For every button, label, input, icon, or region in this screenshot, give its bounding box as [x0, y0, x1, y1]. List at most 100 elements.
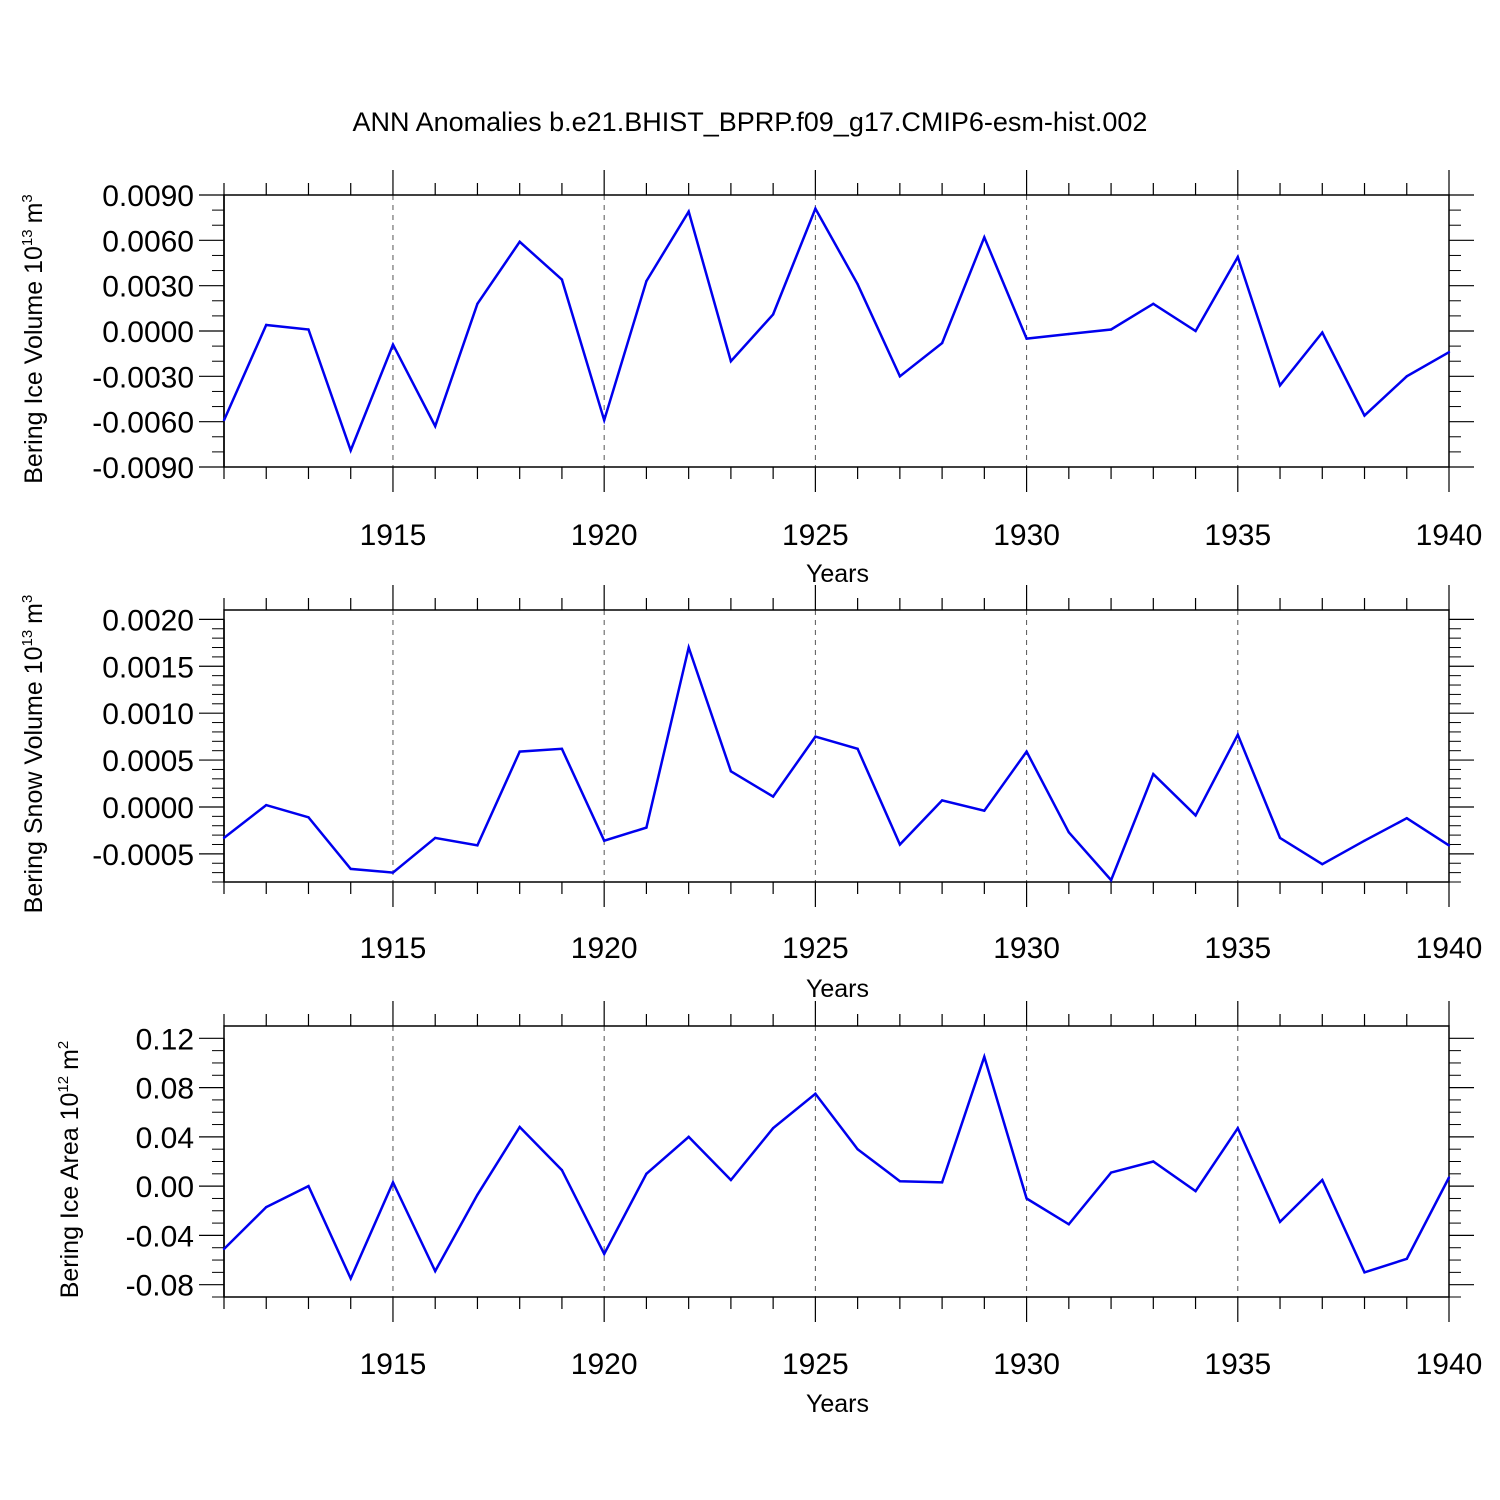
- x-tick-label: 1925: [782, 932, 849, 965]
- x-tick-label: 1930: [993, 519, 1060, 552]
- y-tick-label: -0.0030: [92, 361, 194, 394]
- data-point: [1025, 750, 1028, 753]
- x-tick-label: 1920: [571, 932, 638, 965]
- y-axis-title-text: Bering Snow Volume 10: [20, 647, 48, 914]
- y-tick-label: 0.0000: [102, 316, 194, 349]
- y-axis-title: Bering Ice Volume 1013 m3: [19, 194, 48, 484]
- data-point: [645, 279, 648, 283]
- data-point: [898, 843, 902, 846]
- y-axis-title-exponent: 13: [19, 229, 36, 246]
- data-point: [518, 1125, 521, 1129]
- y-axis-title-unit: m: [20, 603, 48, 624]
- y-axis-title-unit-exponent: 2: [55, 1041, 72, 1049]
- data-point: [1194, 329, 1197, 333]
- data-point: [1109, 878, 1113, 882]
- x-axis-title: Years: [806, 560, 869, 588]
- y-axis-title: Bering Ice Area 1012 m2: [55, 1041, 84, 1299]
- data-point: [476, 844, 479, 847]
- x-tick-label: 1935: [1204, 1348, 1271, 1381]
- x-tick-label: 1930: [993, 1348, 1060, 1381]
- data-point: [602, 1252, 606, 1256]
- y-tick-label: -0.0060: [92, 407, 194, 440]
- data-point: [687, 646, 690, 649]
- data-point: [602, 418, 606, 422]
- chart-title: ANN Anomalies b.e21.BHIST_BPRP.f09_g17.C…: [353, 107, 1148, 137]
- data-point: [391, 871, 395, 874]
- data-point: [1025, 337, 1028, 340]
- y-tick-label: 0.04: [136, 1122, 194, 1155]
- y-tick-label: -0.0005: [92, 839, 194, 872]
- y-tick-label: 0.0020: [102, 604, 194, 637]
- data-point: [518, 240, 521, 244]
- data-point: [349, 449, 352, 452]
- data-point: [940, 341, 944, 345]
- data-point: [687, 1135, 690, 1139]
- data-point: [1152, 772, 1155, 776]
- y-axis-title-unit-exponent: 3: [19, 194, 36, 202]
- data-point: [1405, 1257, 1408, 1261]
- data-point: [1025, 1197, 1028, 1200]
- y-tick-label: 0.0015: [102, 651, 194, 684]
- data-point: [434, 425, 437, 428]
- data-point: [814, 735, 817, 738]
- data-point: [645, 1172, 648, 1176]
- data-point: [476, 302, 479, 305]
- x-tick-label: 1920: [571, 1348, 638, 1381]
- x-tick-label: 1935: [1204, 519, 1271, 552]
- y-tick-label: 0.0000: [102, 792, 194, 825]
- x-tick-label: 1940: [1416, 1348, 1483, 1381]
- data-point: [265, 323, 268, 327]
- data-point: [1067, 1223, 1071, 1226]
- data-point: [687, 210, 690, 213]
- data-point: [856, 747, 859, 751]
- data-point: [307, 1184, 310, 1188]
- data-point: [940, 1181, 944, 1184]
- data-point: [898, 375, 902, 378]
- data-point: [814, 207, 817, 210]
- data-point: [1321, 1178, 1324, 1182]
- data-point: [1152, 302, 1155, 305]
- data-point: [1194, 1189, 1197, 1193]
- data-point: [434, 1269, 437, 1273]
- data-point: [983, 1055, 986, 1058]
- data-point: [1363, 1271, 1366, 1274]
- data-point: [434, 836, 437, 840]
- data-point: [265, 803, 268, 807]
- y-tick-label: -0.04: [126, 1220, 194, 1253]
- x-tick-label: 1935: [1204, 932, 1271, 965]
- data-point: [729, 1178, 733, 1182]
- x-tick-label: 1940: [1416, 519, 1483, 552]
- y-tick-label: -0.08: [126, 1270, 194, 1303]
- y-axis-title-text: Bering Ice Volume 10: [20, 246, 48, 484]
- data-point: [349, 1277, 352, 1280]
- y-tick-label: 0.0005: [102, 745, 194, 778]
- y-tick-label: -0.0090: [92, 452, 194, 485]
- data-point: [1067, 332, 1071, 336]
- x-tick-label: 1920: [571, 519, 638, 552]
- data-point: [645, 826, 648, 829]
- data-point: [1405, 817, 1408, 820]
- data-point: [1236, 255, 1239, 259]
- x-tick-label: 1915: [360, 932, 427, 965]
- x-tick-label: 1915: [360, 1348, 427, 1381]
- panel-1: -0.0090 -0.0060 -0.0030 0.0000 0.0030 0.0060 0…: [19, 170, 1482, 588]
- x-tick-label: 1925: [782, 519, 849, 552]
- data-point: [222, 1247, 226, 1251]
- data-point: [771, 313, 775, 316]
- data-point: [1278, 836, 1282, 840]
- series-line: [222, 205, 1450, 454]
- data-point: [1321, 331, 1324, 334]
- data-point: [518, 750, 521, 753]
- x-tick-label: 1940: [1416, 932, 1483, 965]
- data-point: [729, 770, 733, 773]
- data-point: [307, 328, 310, 331]
- data-point: [1278, 384, 1282, 387]
- plot-frame: [223, 609, 1450, 883]
- data-point: [1447, 844, 1451, 847]
- data-point: [856, 282, 859, 286]
- data-point: [349, 867, 352, 871]
- panel-2: -0.0005 0.0000 0.0005 0.0010 0.0015 0.0020 191…: [19, 585, 1482, 1003]
- y-tick-label: 0.0030: [102, 271, 194, 304]
- data-point: [1236, 1127, 1239, 1130]
